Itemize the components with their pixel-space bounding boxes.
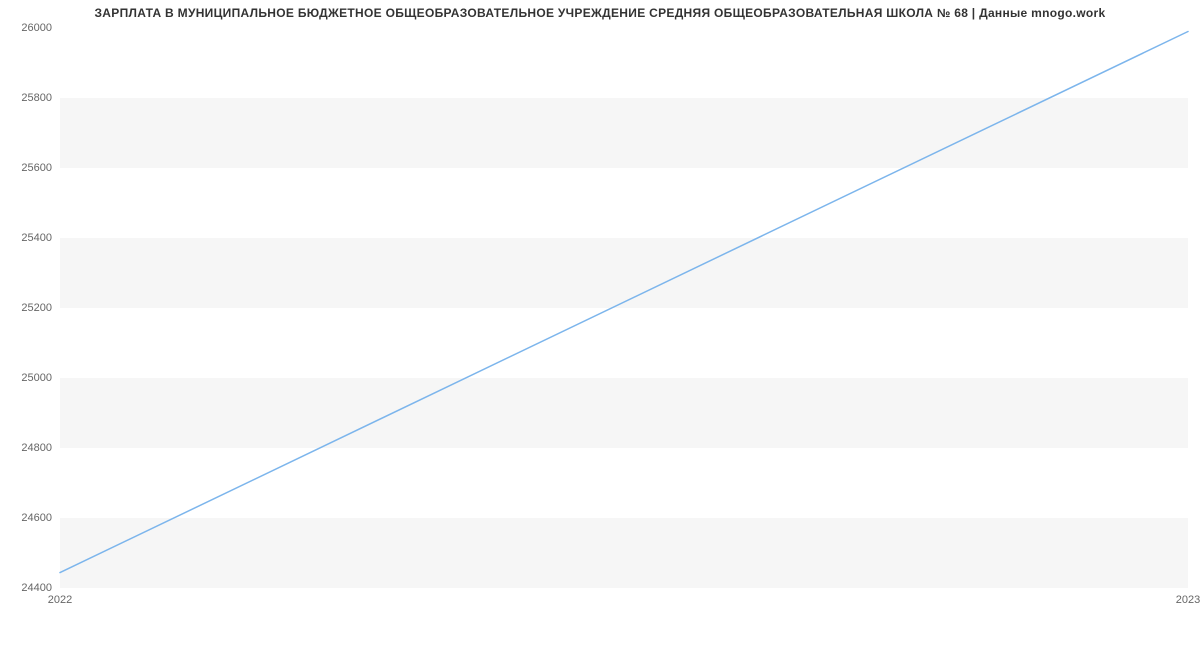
x-tick-label: 2023: [1176, 594, 1200, 606]
line-series: [60, 28, 1188, 588]
y-tick-label: 25200: [21, 302, 52, 314]
y-tick-label: 26000: [21, 22, 52, 34]
plot-area: 2440024600248002500025200254002560025800…: [60, 28, 1188, 588]
y-tick-label: 25800: [21, 92, 52, 104]
chart-title: ЗАРПЛАТА В МУНИЦИПАЛЬНОЕ БЮДЖЕТНОЕ ОБЩЕО…: [0, 6, 1200, 20]
y-tick-label: 24800: [21, 442, 52, 454]
series-line: [60, 32, 1188, 573]
y-tick-label: 25600: [21, 162, 52, 174]
y-tick-label: 25400: [21, 232, 52, 244]
y-tick-label: 24400: [21, 582, 52, 594]
y-tick-label: 25000: [21, 372, 52, 384]
x-tick-label: 2022: [48, 594, 72, 606]
y-tick-label: 24600: [21, 512, 52, 524]
